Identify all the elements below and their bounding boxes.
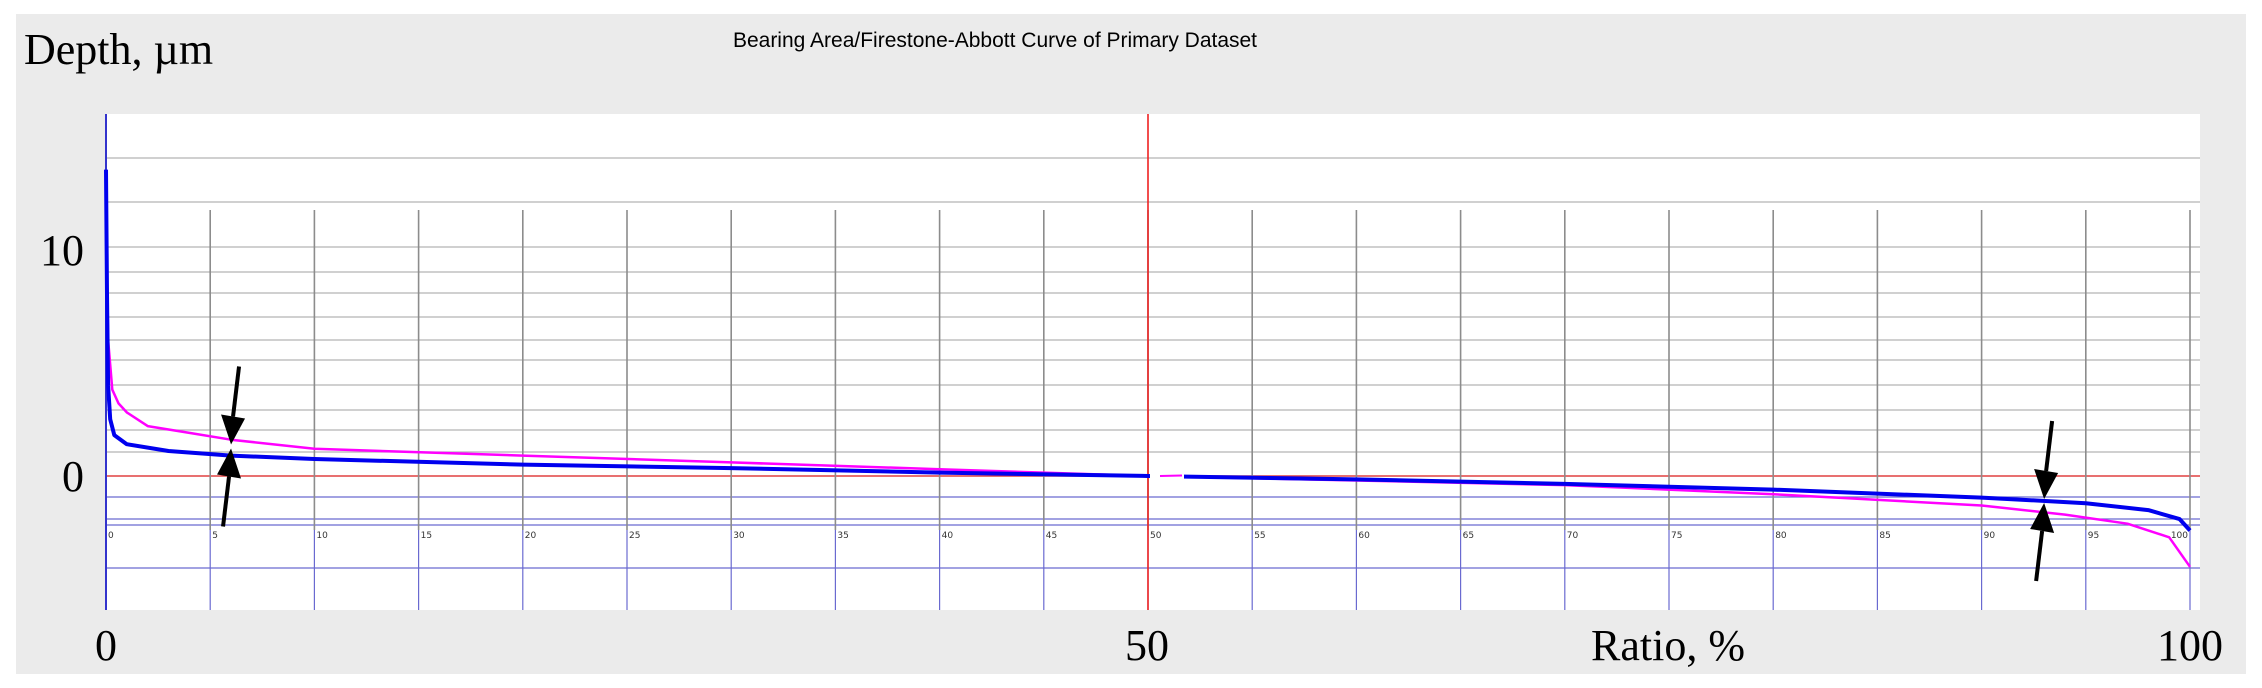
series-line-1 <box>104 169 2192 532</box>
grid <box>105 114 2200 610</box>
minor-tick-label-35: 35 <box>837 531 848 541</box>
arrow-shaft-bottom <box>2034 530 2045 582</box>
x-tick-label-0: 0 <box>95 621 117 670</box>
annotations <box>217 366 2059 582</box>
y-tick-label-10: 10 <box>40 226 84 275</box>
arrow-shaft-top <box>2044 420 2055 472</box>
minor-tick-label-85: 85 <box>1879 531 1890 541</box>
x-axis-label: Ratio, % <box>1591 621 1745 670</box>
arrow-head-bottom <box>2030 502 2055 533</box>
minor-tick-label-50: 50 <box>1150 531 1162 541</box>
minor-tick-label-95: 95 <box>2088 531 2099 541</box>
chart-title: Bearing Area/Firestone-Abbott Curve of P… <box>733 29 1257 52</box>
minor-tick-label-10: 10 <box>316 531 328 541</box>
minor-tick-label-60: 60 <box>1358 531 1370 541</box>
minor-tick-label-90: 90 <box>1984 531 1996 541</box>
arrow-pair-1 <box>2030 420 2059 582</box>
series-line-0 <box>104 203 2192 568</box>
plot-area <box>106 114 2200 610</box>
minor-tick-label-70: 70 <box>1567 531 1579 541</box>
arrow-head-top <box>2034 468 2059 499</box>
minor-tick-label-65: 65 <box>1463 531 1474 541</box>
minor-tick-label-45: 45 <box>1046 531 1057 541</box>
x-tick-label-50: 50 <box>1125 621 1169 670</box>
minor-tick-label-80: 80 <box>1775 531 1787 541</box>
minor-tick-label-5: 5 <box>212 531 218 541</box>
minor-tick-label-30: 30 <box>733 531 745 541</box>
minor-tick-label-15: 15 <box>421 531 432 541</box>
minor-tick-label-40: 40 <box>942 531 954 541</box>
minor-tick-labels: 0 5 10 15 20 25 30 35 40 45 50 55 60 65 70 75 80 85 90 95 10… <box>108 531 2188 541</box>
minor-tick-label-20: 20 <box>525 531 537 541</box>
y-axis-label: Depth, µm <box>24 25 213 74</box>
series-group <box>104 169 2192 568</box>
arrow-head-top <box>221 414 246 445</box>
minor-tick-label-0: 0 <box>108 531 114 541</box>
minor-tick-label-75: 75 <box>1671 531 1682 541</box>
minor-tick-label-55: 55 <box>1254 531 1265 541</box>
arrow-head-bottom <box>217 448 242 479</box>
x-tick-label-100: 100 <box>2157 621 2223 670</box>
arrow-shaft-top <box>231 366 242 417</box>
arrow-shaft-bottom <box>221 476 232 527</box>
arrow-pair-0 <box>217 366 246 527</box>
y-tick-label-0: 0 <box>62 452 84 501</box>
minor-tick-label-25: 25 <box>629 531 640 541</box>
minor-tick-label-100: 100 <box>2171 531 2188 541</box>
